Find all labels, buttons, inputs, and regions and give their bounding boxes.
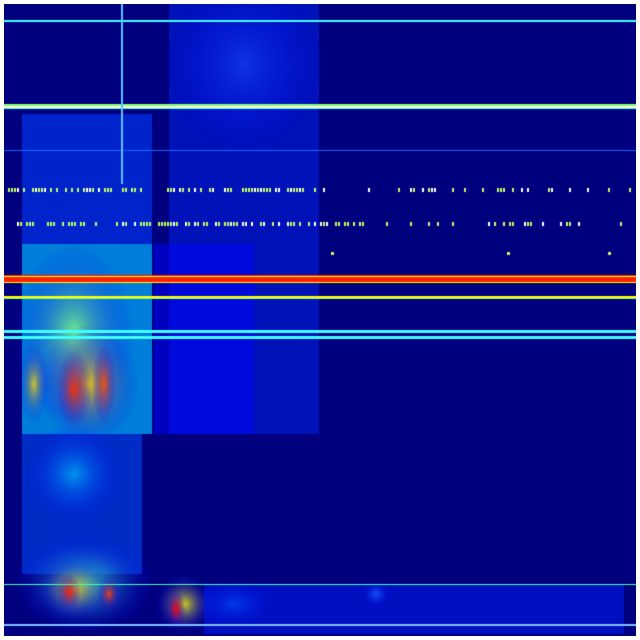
heatmap-canvas <box>4 4 636 636</box>
